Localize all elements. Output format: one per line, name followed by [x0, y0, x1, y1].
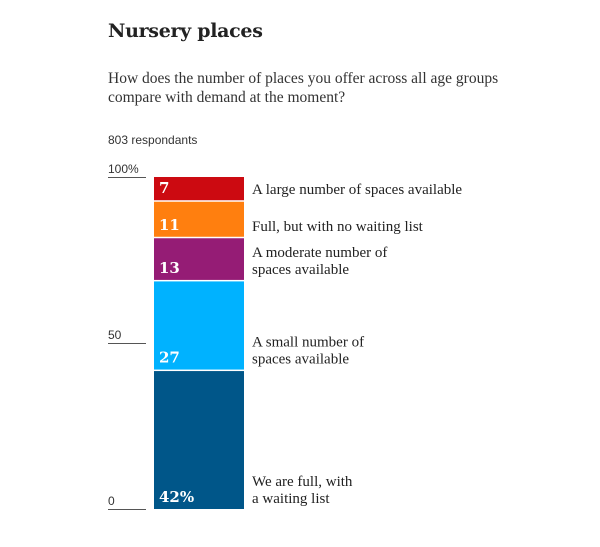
y-tick-label: 0: [108, 494, 115, 508]
segment-category-label: spaces available: [252, 262, 349, 278]
chart-subtitle: How does the number of places you offer …: [108, 70, 499, 106]
segment-value-label: 7: [159, 179, 169, 197]
segment-category-label: We are full, with: [252, 474, 353, 490]
bar-segment: [154, 238, 244, 280]
segment-category-label: spaces available: [252, 352, 349, 368]
chart-title: Nursery places: [108, 20, 263, 42]
segment-value-label: 27: [159, 349, 180, 367]
segment-value-label: 13: [159, 259, 180, 277]
segment-category-label: a waiting list: [252, 491, 330, 507]
segment-category-label: A large number of spaces available: [252, 182, 462, 198]
bar-segment: [154, 177, 244, 201]
segment-category-label: A moderate number of: [252, 245, 387, 261]
segment-category-label: A small number of: [252, 335, 364, 351]
segment-value-label: 42%: [159, 488, 194, 506]
y-tick-label: 100%: [108, 162, 139, 176]
bar-segment: [154, 201, 244, 237]
bar-segment: [154, 281, 244, 370]
segment-category-label: Full, but with no waiting list: [252, 219, 424, 235]
y-tick-label: 50: [108, 328, 122, 342]
segment-value-label: 11: [159, 216, 180, 234]
respondents-note: 803 respondants: [108, 133, 198, 147]
bar-segment: [154, 371, 244, 509]
